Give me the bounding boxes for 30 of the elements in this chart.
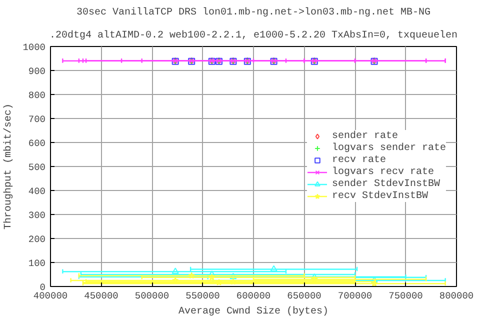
x-tick-label: 750000 [388,290,424,302]
legend-label: logvars sender rate [332,142,446,154]
chart-subtitle: .20dtg4 altAIMD-0.2 web100-2.2.1, e1000-5.2.20 TxAbsIn=0, txqueuelen [49,30,458,42]
x-tick-label: 400000 [33,290,68,302]
y-tick-label: 700 [28,114,46,125]
legend-label: sender StdevInstBW [332,178,440,190]
y-tick-label: 200 [28,234,46,245]
chart-title: 30sec VanillaTCP DRS lon01.mb-ng.net->lon03.mb-ng.net MB-NG [76,6,431,18]
legend-label: recv StdevInstBW [332,190,428,202]
y-tick-label: 400 [28,186,46,197]
legend-label: logvars recv rate [332,166,434,178]
y-tick-label: 100 [28,258,46,269]
legend-label: recv rate [332,154,386,166]
y-axis-title: Throughput (mbit/sec) [2,103,15,230]
x-tick-label: 700000 [338,290,372,302]
x-tick-label: 500000 [134,290,170,302]
x-tick-label: 550000 [186,290,220,302]
y-tick-label: 900 [28,66,46,77]
x-tick-label: 450000 [84,290,119,302]
y-tick-label: 1000 [22,42,46,53]
y-tick-label: 800 [28,90,46,101]
x-tick-label: 800000 [439,290,474,302]
x-tick-label: 650000 [287,290,322,302]
y-tick-label: 600 [28,138,46,149]
y-tick-label: 500 [28,162,46,173]
y-tick-label: 0 [40,282,46,293]
legend-label: sender rate [332,130,398,142]
x-tick-label: 600000 [236,290,271,302]
x-axis-title: Average Cwnd Size (bytes) [178,306,329,318]
y-tick-label: 300 [28,210,46,221]
